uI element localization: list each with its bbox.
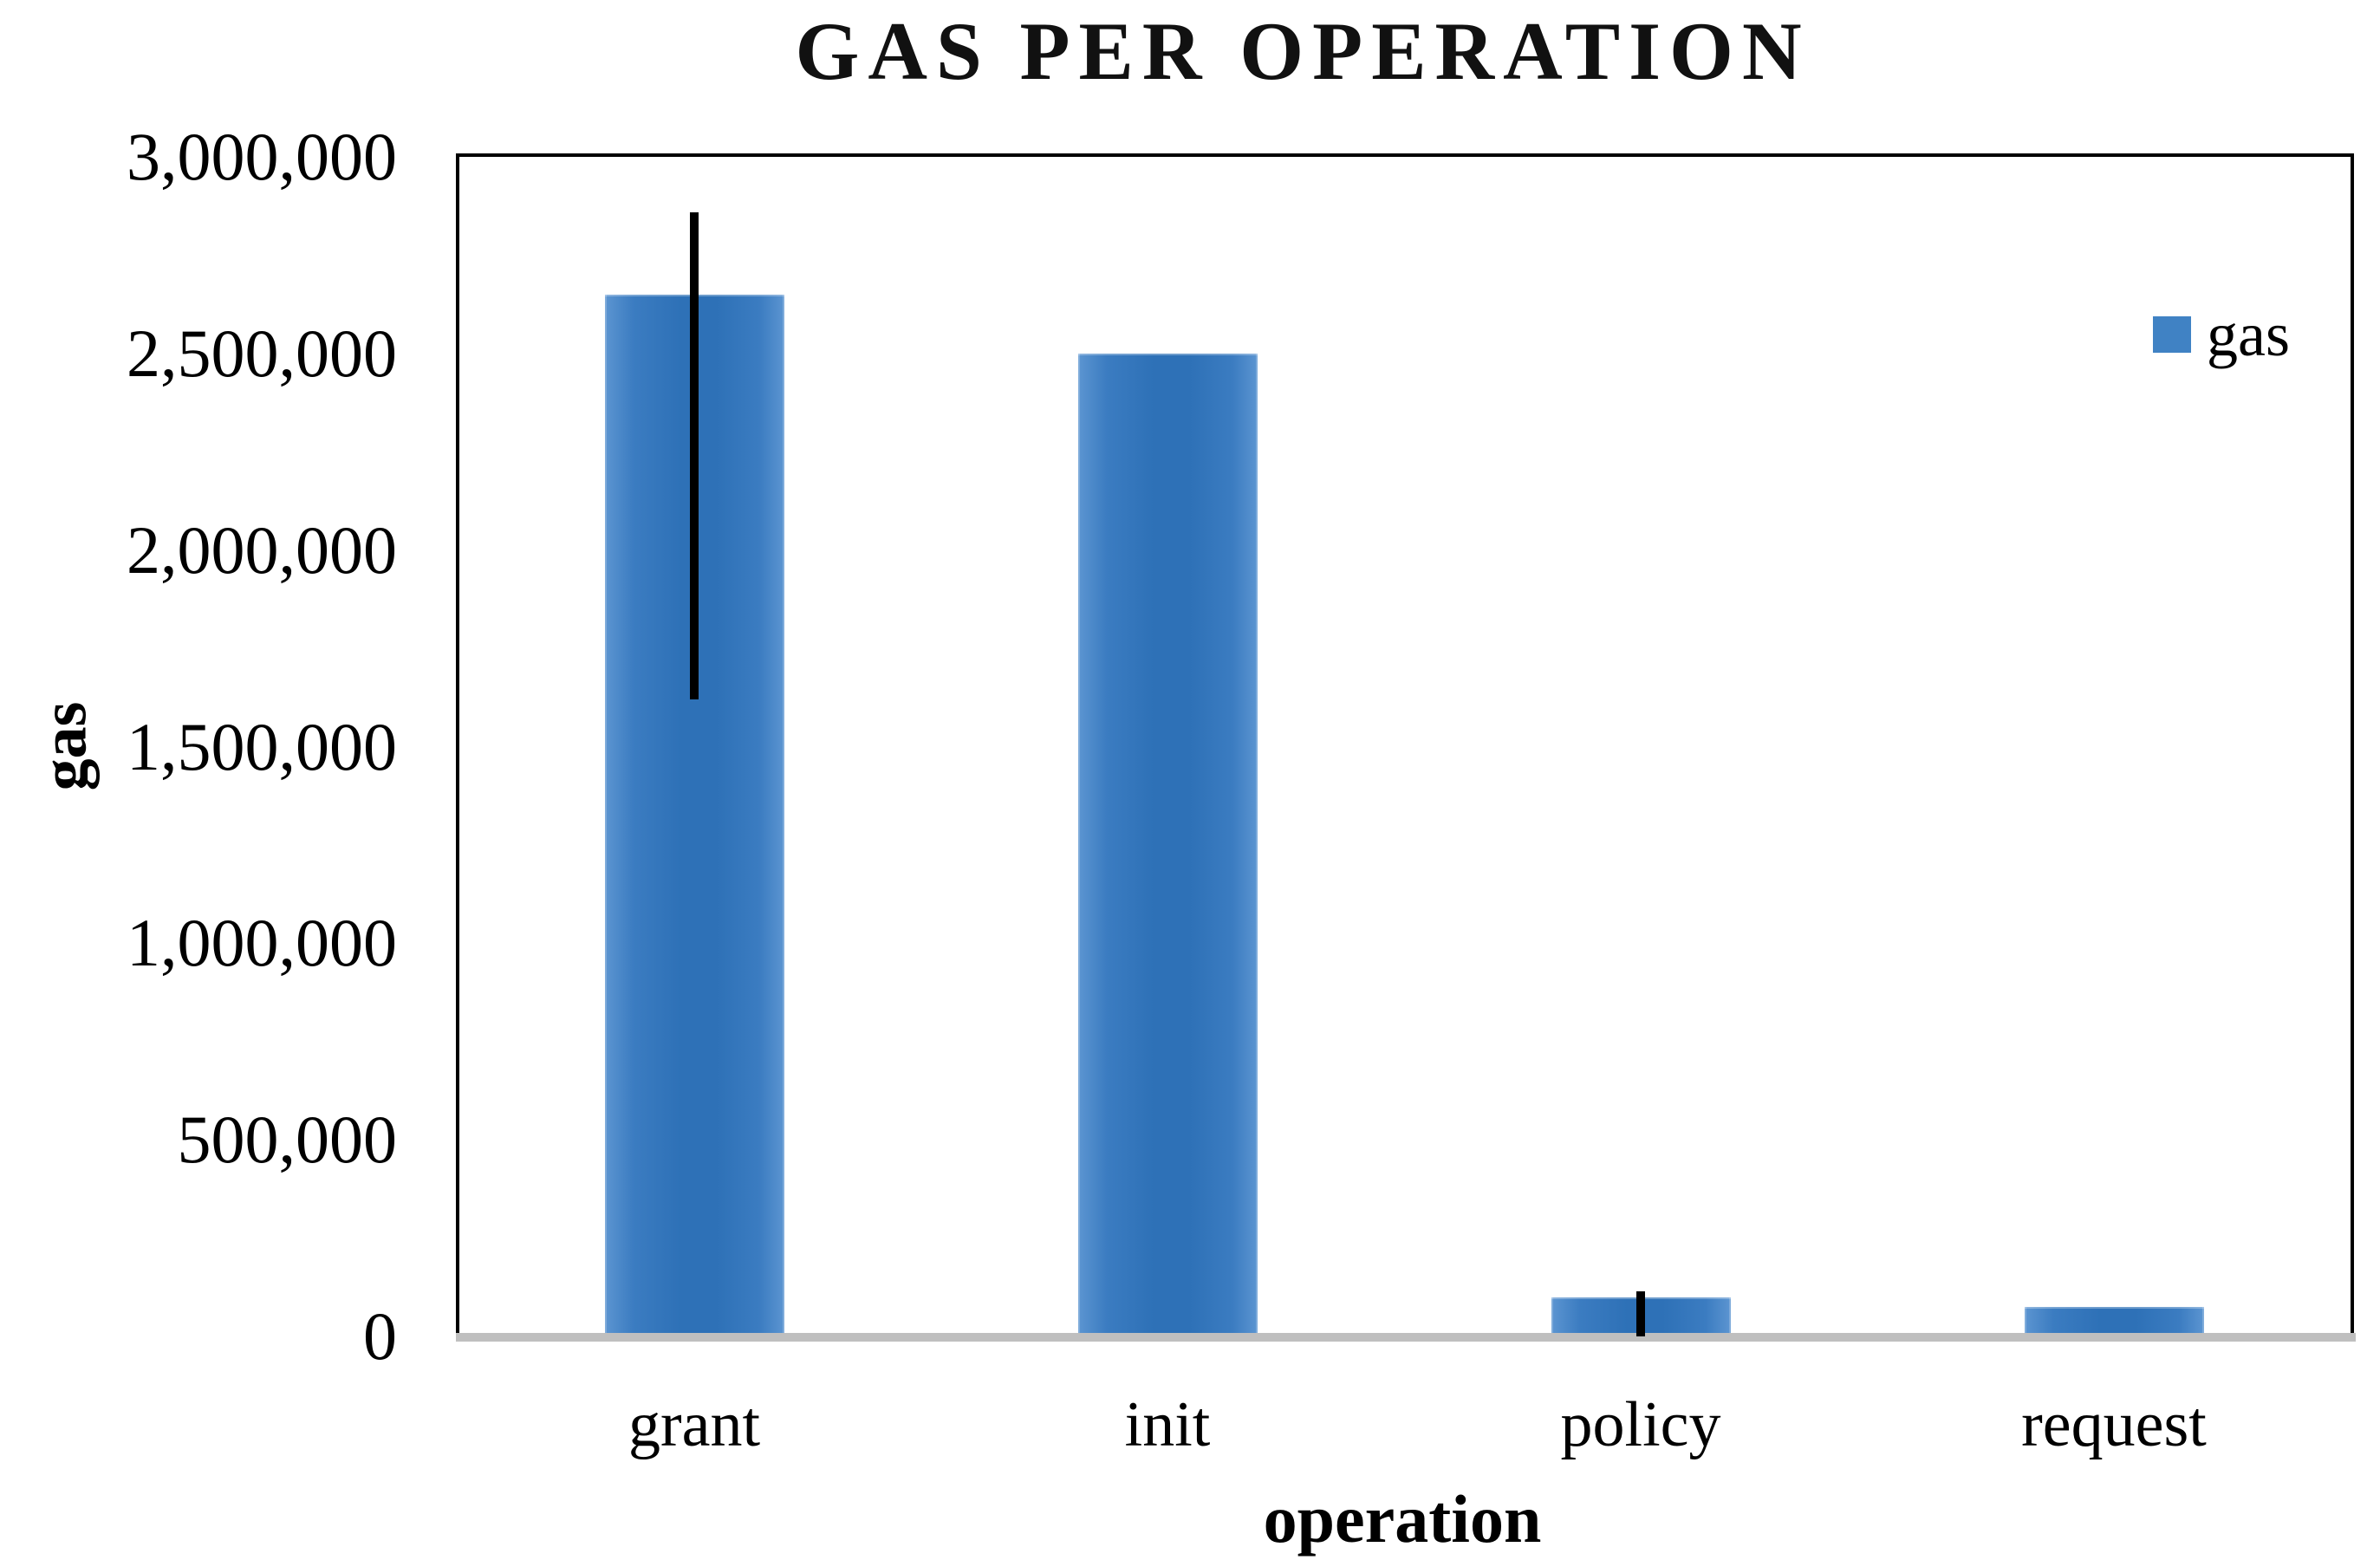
y-tick-label: 500,000 — [177, 1102, 398, 1178]
error-bar-policy — [1636, 1290, 1645, 1336]
y-tick-label: 2,500,000 — [127, 315, 397, 391]
x-axis-baseline — [456, 1333, 2356, 1342]
y-tick-label: 1,000,000 — [127, 905, 397, 981]
legend-marker-swatch-icon — [2153, 316, 2191, 353]
x-tick-label-init: init — [1124, 1389, 1211, 1460]
error-bar-grant — [690, 211, 699, 700]
bar-request — [2024, 1306, 2204, 1333]
legend: gas — [2153, 303, 2290, 366]
y-tick-label: 2,000,000 — [127, 511, 397, 588]
y-tick-label: 0 — [363, 1298, 397, 1374]
x-tick-label-policy: policy — [1560, 1389, 1721, 1460]
bar-init — [1077, 353, 1258, 1333]
x-tick-label-grant: grant — [628, 1389, 761, 1460]
legend-label: gas — [2207, 300, 2290, 369]
x-axis-title: operation — [1263, 1481, 1542, 1557]
y-tick-label: 1,500,000 — [127, 708, 397, 784]
x-tick-label-request: request — [2021, 1389, 2207, 1460]
chart-title: GAS PER OPERATION — [795, 5, 1811, 97]
y-tick-label: 3,000,000 — [127, 119, 397, 194]
